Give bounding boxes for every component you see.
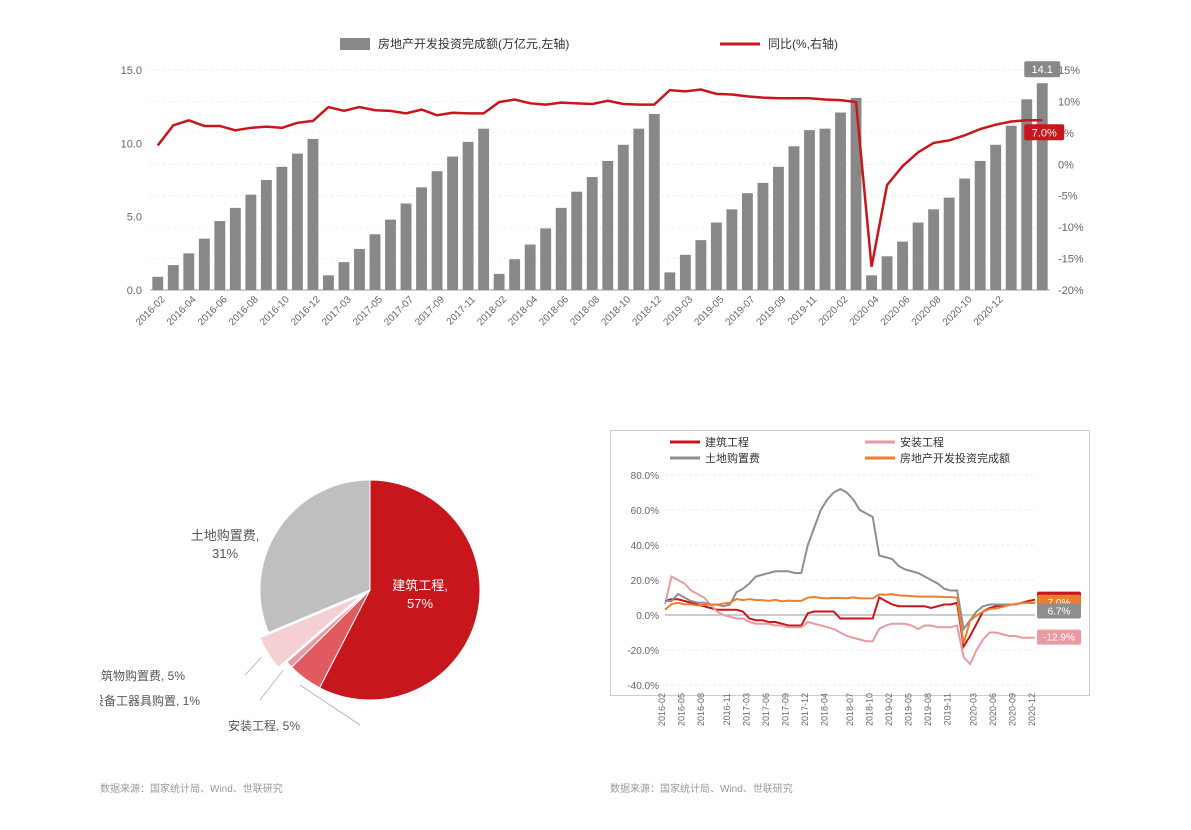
line-source-label: 数据来源：国家统计局、Wind、世联研究	[610, 780, 793, 795]
svg-text:2019-03: 2019-03	[661, 294, 695, 328]
svg-text:2017-07: 2017-07	[382, 294, 416, 328]
svg-text:0.0: 0.0	[127, 285, 142, 297]
svg-text:7.0%: 7.0%	[1032, 127, 1057, 139]
svg-text:土地购置费,: 土地购置费,	[191, 528, 260, 543]
svg-text:2016-02: 2016-02	[134, 294, 168, 328]
top-bar-line-chart: 房地产开发投资完成额(万亿元,左轴) 同比(%,右轴) 0.0 5.0 10.0 15.0…	[100, 30, 1100, 350]
svg-text:2018-10: 2018-10	[599, 294, 633, 328]
pie-source-label: 数据来源：国家统计局、Wind、世联研究	[100, 780, 283, 795]
svg-text:2019-08: 2019-08	[923, 693, 933, 726]
svg-text:2017-12: 2017-12	[800, 693, 810, 726]
svg-text:2019-05: 2019-05	[904, 693, 914, 726]
svg-text:2020-02: 2020-02	[817, 294, 851, 328]
svg-text:2020-09: 2020-09	[1008, 693, 1018, 726]
svg-text:2016-12: 2016-12	[289, 294, 323, 328]
svg-text:2018-10: 2018-10	[865, 693, 875, 726]
svg-text:安装工程: 安装工程	[900, 435, 944, 449]
svg-text:2017-09: 2017-09	[413, 294, 447, 328]
svg-text:2019-02: 2019-02	[884, 693, 894, 726]
svg-text:31%: 31%	[212, 546, 238, 561]
svg-text:2017-05: 2017-05	[351, 294, 385, 328]
svg-text:2019-05: 2019-05	[693, 294, 727, 328]
svg-text:-15%: -15%	[1058, 254, 1084, 266]
svg-text:建筑工程: 建筑工程	[705, 435, 749, 449]
svg-text:2018-07: 2018-07	[845, 693, 855, 726]
svg-text:-10%: -10%	[1058, 222, 1084, 234]
svg-text:2016-08: 2016-08	[227, 294, 261, 328]
svg-text:2016-06: 2016-06	[196, 294, 230, 328]
svg-text:土地购置费: 土地购置费	[705, 451, 760, 465]
svg-text:2016-10: 2016-10	[258, 294, 292, 328]
svg-text:同比(%,右轴): 同比(%,右轴)	[768, 36, 838, 51]
svg-text:2019-11: 2019-11	[943, 693, 953, 725]
svg-text:设备工器具购置, 1%: 设备工器具购置, 1%	[100, 693, 200, 708]
svg-text:2018-06: 2018-06	[537, 294, 571, 328]
svg-text:2016-02: 2016-02	[657, 693, 667, 726]
svg-text:2017-03: 2017-03	[741, 693, 751, 726]
svg-text:2018-08: 2018-08	[568, 294, 602, 328]
svg-text:2016-04: 2016-04	[165, 294, 199, 328]
svg-text:-5%: -5%	[1058, 191, 1078, 203]
svg-text:2020-10: 2020-10	[941, 294, 975, 328]
svg-text:2018-02: 2018-02	[475, 294, 509, 328]
svg-text:60.0%: 60.0%	[631, 506, 659, 517]
svg-text:2016-05: 2016-05	[676, 693, 686, 726]
svg-text:6.7%: 6.7%	[1048, 607, 1071, 618]
svg-text:2020-12: 2020-12	[1027, 693, 1037, 726]
svg-text:房地产开发投资完成额: 房地产开发投资完成额	[900, 451, 1010, 465]
svg-text:2020-08: 2020-08	[910, 294, 944, 328]
svg-text:15.0: 15.0	[121, 65, 142, 77]
svg-text:2019-11: 2019-11	[786, 294, 820, 328]
svg-text:2020-06: 2020-06	[879, 294, 913, 328]
multi-line-chart: 建筑工程 安装工程土地购置费 房地产开发投资完成额 -40.0% -20.0% 0.0% 2…	[610, 430, 1090, 750]
svg-text:房地产开发投资完成额(万亿元,左轴): 房地产开发投资完成额(万亿元,左轴)	[378, 36, 569, 51]
svg-text:2017-06: 2017-06	[761, 693, 771, 726]
svg-text:2020-12: 2020-12	[972, 294, 1006, 328]
svg-text:-12.9%: -12.9%	[1043, 633, 1075, 644]
svg-text:2019-07: 2019-07	[724, 294, 758, 328]
svg-text:2018-04: 2018-04	[506, 294, 540, 328]
svg-text:-40.0%: -40.0%	[627, 681, 659, 692]
svg-text:2017-09: 2017-09	[780, 693, 790, 726]
svg-text:10.0: 10.0	[121, 138, 142, 150]
svg-text:14.1: 14.1	[1032, 64, 1053, 76]
svg-text:2020-06: 2020-06	[988, 693, 998, 726]
svg-text:2017-03: 2017-03	[320, 294, 354, 328]
svg-text:旧建筑物购置费, 5%: 旧建筑物购置费, 5%	[100, 668, 185, 683]
svg-text:2018-04: 2018-04	[819, 693, 829, 726]
svg-text:15%: 15%	[1058, 65, 1080, 77]
svg-text:0.0%: 0.0%	[636, 611, 659, 622]
svg-text:2020-04: 2020-04	[848, 294, 882, 328]
svg-text:2020-03: 2020-03	[969, 693, 979, 726]
svg-text:57%: 57%	[407, 596, 433, 611]
svg-text:2016-11: 2016-11	[722, 693, 732, 725]
svg-text:0%: 0%	[1058, 159, 1074, 171]
svg-text:2019-09: 2019-09	[755, 294, 789, 328]
svg-text:80.0%: 80.0%	[631, 471, 659, 482]
svg-text:20.0%: 20.0%	[631, 576, 659, 587]
svg-text:2017-11: 2017-11	[445, 294, 479, 328]
svg-text:-20%: -20%	[1058, 285, 1084, 297]
svg-text:5.0: 5.0	[127, 212, 142, 224]
pie-chart: 建筑工程, 57% 安装工程, 5% 设备工器具购置, 1% 旧建筑物购置费, 5% 土地…	[100, 430, 580, 750]
svg-text:2016-08: 2016-08	[696, 693, 706, 726]
svg-text:10%: 10%	[1058, 96, 1080, 108]
svg-text:建筑工程,: 建筑工程,	[392, 578, 448, 593]
svg-text:-20.0%: -20.0%	[627, 646, 659, 657]
svg-text:安装工程, 5%: 安装工程, 5%	[228, 718, 300, 733]
svg-text:2018-12: 2018-12	[630, 294, 664, 328]
svg-text:40.0%: 40.0%	[631, 541, 659, 552]
